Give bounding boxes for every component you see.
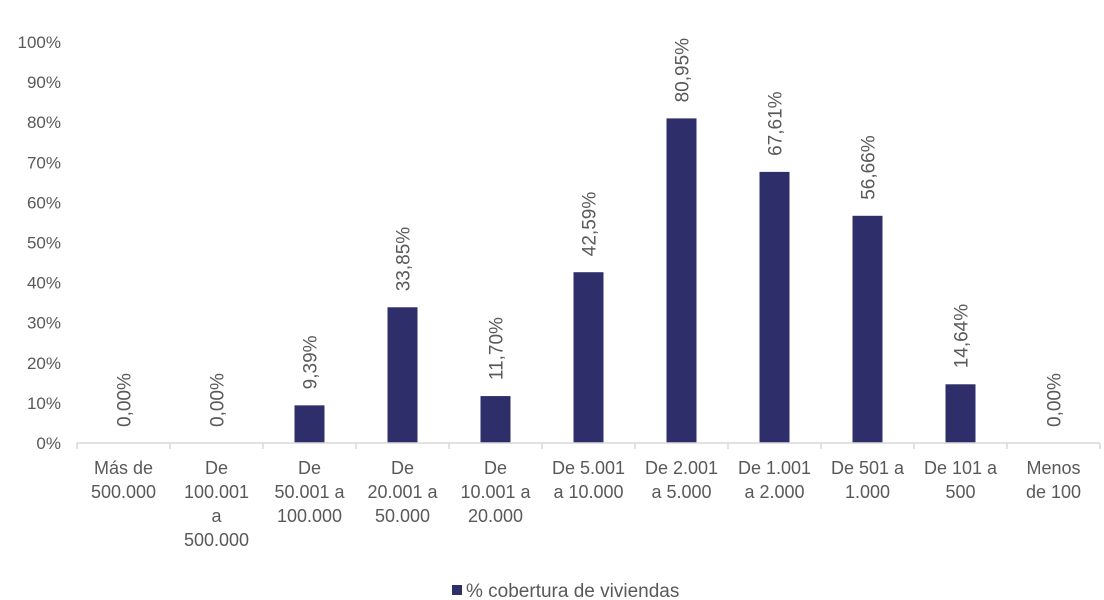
category-label: De 20.001 a 50.000 [367,458,438,526]
bar [852,215,883,443]
y-tick-label: 80% [27,113,61,132]
category-label: De 501 a 1.000 [831,458,905,502]
data-label: 9,39% [301,335,322,389]
data-label: 0,00% [208,373,229,427]
y-tick-label: 100% [18,33,61,52]
y-tick-label: 70% [27,153,61,172]
x-axis-ticks [76,443,1101,449]
y-tick-label: 50% [27,234,61,253]
data-labels: 0,00% 0,00% 9,39% 33,85% 11,70% 42,59% 80,95% 6… [115,38,1066,427]
legend: % cobertura de viviendas [452,581,679,600]
data-label: 67,61% [766,91,787,156]
y-tick-label: 40% [27,274,61,293]
bar [759,171,790,443]
legend-swatch [452,585,462,595]
bar [666,118,697,443]
data-label: 14,64% [952,304,973,369]
data-label: 80,95% [673,38,694,103]
data-label: 0,00% [115,373,136,427]
category-label: De 1.001 a 2.000 [738,458,811,502]
y-tick-label: 20% [27,354,61,373]
data-label: 56,66% [859,135,880,200]
category-label: De 2.001 a 5.000 [645,458,718,502]
bar [294,405,325,443]
data-label: 0,00% [1045,373,1066,427]
y-tick-label: 90% [27,73,61,92]
bar [945,384,976,443]
y-axis-ticks: 0% 10% 20% 30% 40% 50% 60% 70% 80% 90% 100% [18,33,61,453]
category-label: De 100.001 a 500.000 [184,458,249,550]
bars [294,118,976,443]
data-label: 11,70% [487,317,508,380]
bar [387,307,418,443]
category-label: De 50.001 a 100.000 [274,458,345,526]
category-labels: Más de 500.000 De 100.001 a 500.000 De 50.001 a… [91,458,1081,550]
y-tick-label: 60% [27,193,61,212]
y-tick-label: 10% [27,394,61,413]
category-label: De 101 a 500 [924,458,998,502]
legend-label: % cobertura de viviendas [466,581,679,600]
y-tick-label: 0% [36,434,61,453]
data-label: 42,59% [580,192,601,257]
data-label: 33,85% [394,227,415,292]
y-tick-label: 30% [27,314,61,333]
bar [480,396,511,443]
category-label: Más de 500.000 [91,458,156,502]
category-label: Menos de 100 [1026,458,1081,502]
category-label: De 5.001 a 10.000 [552,458,625,502]
category-label: De 10.001 a 20.000 [460,458,531,526]
bar [573,272,604,443]
